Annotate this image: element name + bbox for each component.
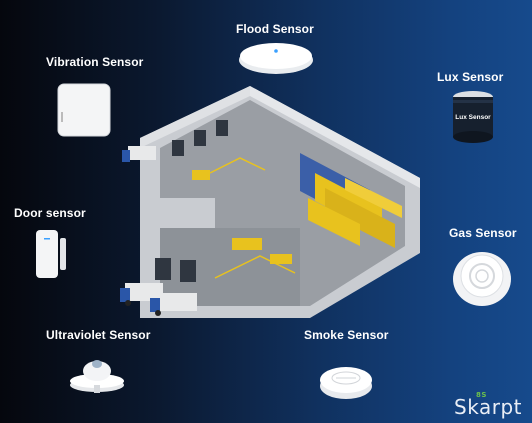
flood-sensor-label: Flood Sensor xyxy=(236,22,314,36)
smoke-sensor-label: Smoke Sensor xyxy=(304,328,389,342)
lux-device-text: Lux Sensor xyxy=(455,114,491,121)
flood-sensor-icon xyxy=(239,43,313,74)
lux-sensor-icon: Lux Sensor xyxy=(453,91,493,143)
smoke-sensor-icon xyxy=(320,367,372,399)
gas-sensor-icon xyxy=(453,252,511,306)
ultraviolet-sensor-label: Ultraviolet Sensor xyxy=(46,328,151,342)
door-sensor-label: Door sensor xyxy=(14,206,86,220)
brand-name: Skarpt xyxy=(454,395,522,419)
warehouse-illustration xyxy=(120,86,420,318)
lux-sensor-label: Lux Sensor xyxy=(437,70,504,84)
vibration-sensor-label: Vibration Sensor xyxy=(46,55,144,69)
brand-mark: 8S xyxy=(476,391,487,399)
door-sensor-icon xyxy=(36,230,66,278)
vibration-sensor-icon xyxy=(57,83,111,137)
gas-sensor-label: Gas Sensor xyxy=(449,226,517,240)
ultraviolet-sensor-icon xyxy=(70,360,124,393)
brand-logo: 8S Skarpt xyxy=(454,391,522,419)
